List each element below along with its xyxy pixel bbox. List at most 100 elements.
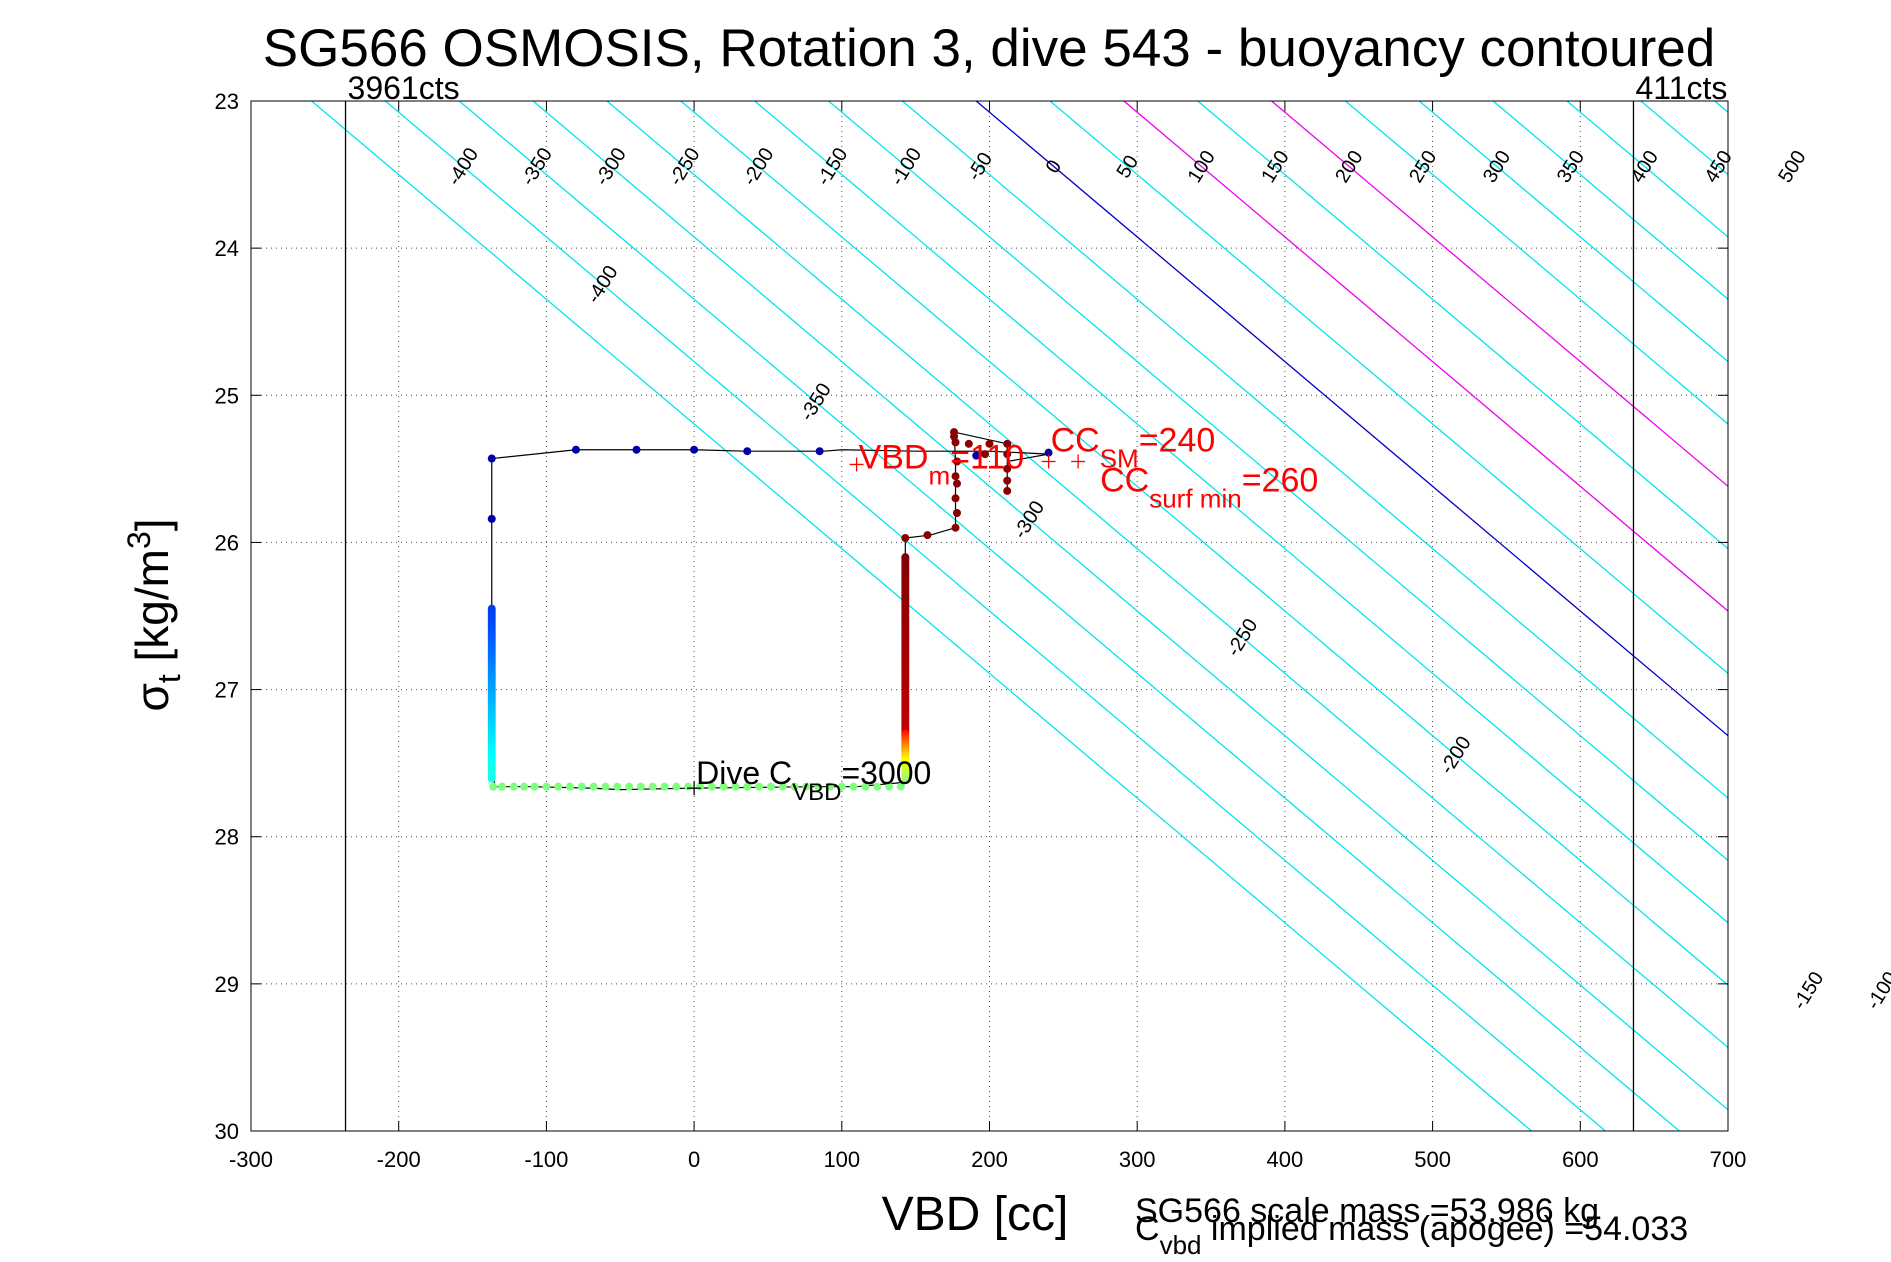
scale-mass-note: SG566 scale mass =53.986 kg: [1135, 1192, 1599, 1230]
bottom-point: [509, 782, 518, 791]
bottom-point: [660, 782, 669, 791]
bottom-point: [885, 782, 894, 791]
surface-point: [1003, 464, 1012, 473]
bottom-point: [790, 782, 799, 791]
marker-label-sub: SM: [1100, 444, 1139, 474]
y-tick-label: 26: [215, 530, 239, 555]
contour-line: [1345, 101, 1728, 425]
surface-point: [1003, 439, 1012, 448]
bottom-point: [825, 782, 834, 791]
surface-point: [951, 472, 960, 481]
marker-label-main: CC: [1100, 462, 1149, 500]
chart-title: SG566 OSMOSIS, Rotation 3, dive 543 - bu…: [263, 19, 1715, 78]
bottom-point: [849, 782, 858, 791]
bottom-point: [719, 782, 728, 791]
bottom-point: [625, 782, 634, 791]
surface-point: [951, 494, 960, 503]
marker-label: CCSM=240: [1051, 422, 1216, 474]
y-label-symbol: σ: [126, 683, 178, 711]
x-tick-label: -300: [229, 1147, 273, 1172]
bottom-point: [648, 782, 657, 791]
contour-line: [1123, 101, 1728, 612]
bottom-point: [814, 782, 823, 791]
surface-point: [953, 509, 962, 517]
contour-line: [975, 101, 1728, 737]
x-tick-label: 100: [823, 1147, 860, 1172]
surface-point: [951, 523, 960, 532]
surface-point: [985, 439, 994, 448]
implied-mass-note: Cvbd implied mass (apogee) =54.033: [1135, 1210, 1688, 1260]
x-tick-label: -200: [377, 1147, 421, 1172]
marker-label-main: CC: [1051, 422, 1100, 460]
marker-label: VBDm=110: [859, 438, 1025, 490]
climb-point: [972, 451, 981, 460]
marker-label-value: =260: [1242, 462, 1319, 500]
bottom-point: [520, 782, 529, 791]
contour-line: [901, 101, 1728, 799]
surface-point: [953, 457, 962, 466]
bottom-point: [873, 782, 882, 791]
implied-mass-symbol: C: [1135, 1210, 1160, 1248]
y-tick-label: 30: [215, 1119, 239, 1144]
marker-label-main: Dive C: [696, 755, 792, 791]
y-tick-label: 23: [215, 89, 239, 114]
descent-point: [487, 774, 496, 783]
climb-point: [632, 445, 641, 454]
marker-label-sub: VBD: [792, 779, 841, 806]
y-tick-label: 27: [215, 678, 239, 703]
y-label-sup: 3: [121, 531, 157, 549]
climb-point: [571, 445, 580, 454]
y-tick-label: 28: [215, 825, 239, 850]
bottom-point: [554, 782, 563, 791]
bottom-point: [577, 782, 586, 791]
bottom-point: [707, 782, 716, 791]
count-label: 411cts: [1635, 70, 1727, 106]
contour-line: [1271, 101, 1728, 488]
bottom-point: [778, 782, 787, 791]
marker-label-value: =3000: [841, 755, 931, 791]
bottom-point: [743, 782, 752, 791]
contour-line: [311, 101, 1532, 1131]
x-tick-label: 600: [1562, 1147, 1599, 1172]
marker-label: CCsurf min=260: [1100, 462, 1318, 514]
implied-mass-sub: vbd: [1160, 1230, 1202, 1260]
contour-line: [606, 101, 1728, 1049]
bottom-point: [861, 782, 870, 791]
bottom-point: [684, 782, 693, 791]
contour-line: [1714, 101, 1728, 114]
x-tick-label: 700: [1710, 1147, 1747, 1172]
ascent-point: [901, 776, 910, 785]
svg-text:σt [kg/m3]: σt [kg/m3]: [121, 518, 187, 711]
contour-line: [1418, 101, 1728, 363]
count-label: 3961cts: [348, 70, 460, 106]
y-label-sub: t: [151, 674, 187, 683]
contour-line: [532, 101, 1728, 1111]
y-label-unit: [kg/m: [126, 549, 178, 674]
x-axis-label: VBD [cc]: [882, 1188, 1069, 1241]
contour-label: 500: [1774, 147, 1810, 187]
contour-label: -150: [1789, 968, 1829, 1014]
surface-point: [964, 439, 973, 448]
contour-line: [828, 101, 1728, 862]
climb-point: [743, 447, 752, 456]
bottom-point: [530, 782, 539, 791]
surface-point: [981, 450, 990, 459]
marker-label-value: =240: [1139, 422, 1216, 460]
y-tick-label: 25: [215, 383, 239, 408]
surface-point: [901, 534, 910, 543]
contour-line: [1049, 101, 1728, 675]
surface-point: [953, 479, 962, 488]
bottom-point: [589, 782, 598, 791]
bottom-point: [601, 782, 610, 791]
axis-ticks: -300 -200 -100 0 100 200 300 400 500 600 700 23 24 25…: [215, 89, 1747, 1172]
x-tick-label: 500: [1414, 1147, 1451, 1172]
climb-point: [1044, 448, 1053, 457]
bottom-point: [636, 782, 645, 791]
marker-label-value: =110: [950, 438, 1024, 476]
contour-label: -100: [1862, 968, 1891, 1014]
bottom-point: [566, 782, 575, 791]
x-tick-label: 300: [1119, 1147, 1156, 1172]
contour-line: [754, 101, 1728, 924]
contour-line: [1197, 101, 1728, 550]
